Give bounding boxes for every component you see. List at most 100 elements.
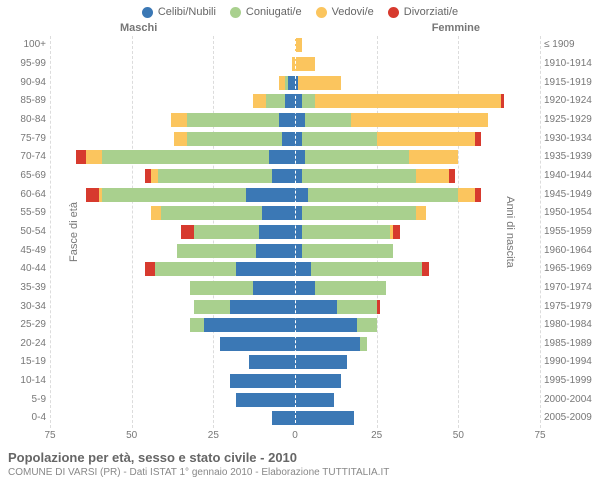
age-label: 40-44 xyxy=(0,261,50,277)
legend-label: Coniugati/e xyxy=(246,6,302,18)
center-line xyxy=(295,36,296,428)
bar-segment xyxy=(253,94,266,108)
bar-segment xyxy=(272,169,295,183)
birth-label: 1960-1964 xyxy=(540,243,600,259)
birth-label: 1950-1954 xyxy=(540,205,600,221)
bar-segment xyxy=(302,132,377,146)
birth-label: 1915-1919 xyxy=(540,75,600,91)
age-label: 25-29 xyxy=(0,317,50,333)
birth-label: 1985-1989 xyxy=(540,336,600,352)
age-label: 75-79 xyxy=(0,131,50,147)
bar-segment xyxy=(337,300,376,314)
female-bar xyxy=(295,38,540,52)
bar-segment xyxy=(194,225,259,239)
male-bar xyxy=(50,38,295,52)
bar-segment xyxy=(102,188,246,202)
bar-segment xyxy=(269,150,295,164)
bar-segment xyxy=(458,188,474,202)
male-bar xyxy=(50,57,295,71)
bar-segment xyxy=(161,206,262,220)
age-label: 45-49 xyxy=(0,243,50,259)
female-bar xyxy=(295,281,540,295)
age-label: 80-84 xyxy=(0,112,50,128)
bar-segment xyxy=(285,94,295,108)
bar-segment xyxy=(298,76,340,90)
legend-item: Vedovi/e xyxy=(316,6,374,18)
age-label: 60-64 xyxy=(0,187,50,203)
bar-segment xyxy=(295,262,311,276)
birth-label: 2005-2009 xyxy=(540,410,600,426)
male-bar xyxy=(50,113,295,127)
female-bar xyxy=(295,206,540,220)
bar-segment xyxy=(475,188,482,202)
female-bar xyxy=(295,337,540,351)
birth-label: 1980-1984 xyxy=(540,317,600,333)
male-bar xyxy=(50,337,295,351)
birth-label: 1910-1914 xyxy=(540,56,600,72)
x-tick-label: 0 xyxy=(292,430,298,441)
bar-segment xyxy=(449,169,456,183)
birth-label: 1955-1959 xyxy=(540,224,600,240)
bar-segment xyxy=(393,225,400,239)
male-bar xyxy=(50,374,295,388)
birth-label: ≤ 1909 xyxy=(540,37,600,53)
female-bar xyxy=(295,57,540,71)
bar-segment xyxy=(302,244,393,258)
bar-segment xyxy=(220,337,295,351)
bar-segment xyxy=(230,300,295,314)
bar-segment xyxy=(259,225,295,239)
bar-segment xyxy=(174,132,187,146)
bar-segment xyxy=(360,337,367,351)
age-label: 30-34 xyxy=(0,299,50,315)
birth-label: 1940-1944 xyxy=(540,168,600,184)
legend-swatch xyxy=(230,7,241,18)
legend-swatch xyxy=(316,7,327,18)
bar-segment xyxy=(177,244,255,258)
male-bar xyxy=(50,225,295,239)
female-bar xyxy=(295,94,540,108)
bar-segment xyxy=(187,132,282,146)
birth-label: 1970-1974 xyxy=(540,280,600,296)
bar-segment xyxy=(351,113,488,127)
bar-segment xyxy=(377,300,380,314)
male-bar xyxy=(50,188,295,202)
age-label: 65-69 xyxy=(0,168,50,184)
female-bar xyxy=(295,244,540,258)
bar-segment xyxy=(266,94,286,108)
legend-label: Vedovi/e xyxy=(332,6,374,18)
bar-segment xyxy=(279,113,295,127)
bar-segment xyxy=(357,318,377,332)
male-bar xyxy=(50,76,295,90)
female-bar xyxy=(295,318,540,332)
bar-segment xyxy=(236,262,295,276)
bar-segment xyxy=(295,318,357,332)
age-label: 100+ xyxy=(0,37,50,53)
bar-segment xyxy=(416,169,449,183)
female-bar xyxy=(295,300,540,314)
bar-segment xyxy=(295,337,360,351)
bar-segment xyxy=(305,150,410,164)
birth-label: 1920-1924 xyxy=(540,93,600,109)
male-bar xyxy=(50,300,295,314)
bar-segment xyxy=(295,411,354,425)
age-label: 90-94 xyxy=(0,75,50,91)
bar-segment xyxy=(308,188,458,202)
legend-swatch xyxy=(388,7,399,18)
bar-segment xyxy=(256,244,295,258)
male-bar xyxy=(50,169,295,183)
x-tick-label: 75 xyxy=(534,430,545,441)
bar-segment xyxy=(246,188,295,202)
birth-label: 2000-2004 xyxy=(540,392,600,408)
bar-segment xyxy=(422,262,429,276)
bar-segment xyxy=(145,262,155,276)
bar-segment xyxy=(501,94,504,108)
bar-segment xyxy=(302,225,390,239)
birth-label: 1945-1949 xyxy=(540,187,600,203)
bar-segment xyxy=(295,281,315,295)
bar-segment xyxy=(282,132,295,146)
population-pyramid-chart: Celibi/NubiliConiugati/eVedovi/eDivorzia… xyxy=(0,0,600,500)
bar-segment xyxy=(409,150,458,164)
female-bar xyxy=(295,132,540,146)
bar-segment xyxy=(315,94,501,108)
female-bar xyxy=(295,393,540,407)
